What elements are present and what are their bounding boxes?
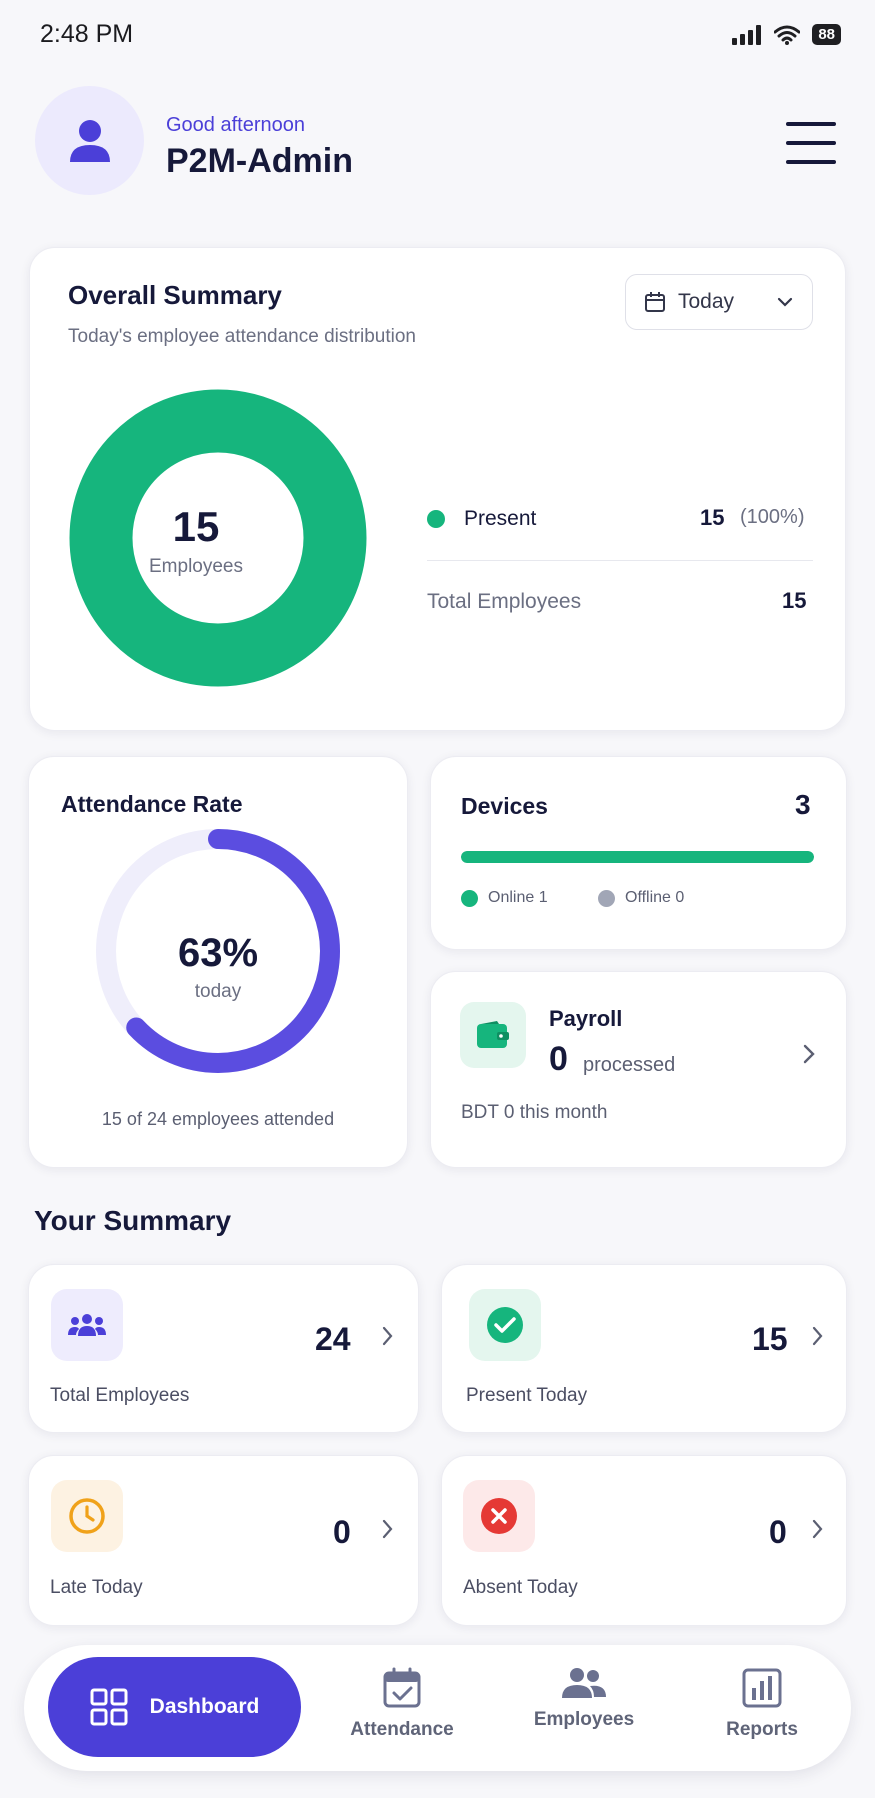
total-employees-label: Total Employees	[50, 1385, 190, 1406]
nav-reports-label: Reports	[726, 1719, 798, 1740]
overall-summary-subtitle: Today's employee attendance distribution	[68, 326, 416, 347]
devices-card[interactable]: Devices 3 Online 1 Offline 0	[430, 756, 847, 950]
devices-online-bar-fill	[461, 851, 814, 863]
chevron-right-icon	[803, 1044, 815, 1064]
late-today-icon-wrap	[51, 1480, 123, 1552]
people-icon	[68, 1314, 106, 1336]
bottom-nav: Dashboard Attendance Employees Reports	[24, 1645, 851, 1771]
overall-summary-card: Overall Summary Today's employee attenda…	[29, 247, 846, 731]
calendar-icon	[645, 292, 665, 312]
payroll-title: Payroll	[549, 1006, 623, 1031]
attendance-rate-title: Attendance Rate	[61, 791, 243, 817]
status-icons: 88	[732, 24, 841, 45]
nav-attendance[interactable]: Attendance	[327, 1667, 477, 1741]
your-summary-title: Your Summary	[34, 1205, 232, 1236]
nav-employees-label: Employees	[533, 1709, 635, 1730]
chevron-right-icon	[812, 1326, 823, 1346]
payroll-icon-wrap	[460, 1002, 526, 1068]
devices-count: 3	[795, 789, 811, 820]
hamburger-icon-line	[786, 141, 836, 145]
check-circle-icon	[487, 1307, 523, 1343]
total-employees-label: Total Employees	[427, 590, 582, 613]
greeting: Good afternoon	[166, 114, 305, 136]
status-time: 2:48 PM	[40, 20, 134, 48]
donut-center-label: Employees	[149, 556, 243, 577]
attendance-rate-value: 63%	[177, 931, 259, 975]
clock-icon	[69, 1498, 105, 1534]
late-today-card[interactable]: 0 Late Today	[28, 1455, 419, 1626]
late-today-value: 0	[333, 1514, 351, 1550]
chevron-right-icon	[812, 1519, 823, 1539]
date-filter-value: Today	[678, 290, 735, 313]
donut-center-value: 15	[172, 503, 220, 550]
payroll-card[interactable]: Payroll 0 processed BDT 0 this month	[430, 971, 847, 1168]
nav-dashboard-label: Dashboard	[149, 1695, 260, 1718]
date-filter-select[interactable]: Today	[625, 274, 813, 330]
late-today-label: Late Today	[50, 1577, 143, 1598]
avatar[interactable]	[35, 86, 144, 195]
rate-ring-progress	[96, 829, 340, 1073]
menu-button[interactable]	[786, 122, 836, 164]
overall-summary-title: Overall Summary	[68, 280, 282, 310]
hamburger-icon-line	[786, 122, 836, 126]
total-employees-card[interactable]: 24 Total Employees	[28, 1264, 419, 1433]
attendance-rate-sub: today	[194, 981, 242, 1002]
payroll-footer: BDT 0 this month	[461, 1102, 608, 1123]
absent-today-label: Absent Today	[463, 1577, 578, 1598]
payroll-count: 0	[549, 1040, 568, 1078]
nav-reports[interactable]: Reports	[687, 1667, 837, 1741]
battery-icon: 88	[812, 24, 841, 45]
wifi-icon	[774, 25, 801, 45]
present-percent: (100%)	[740, 506, 805, 528]
present-today-value: 15	[752, 1321, 788, 1357]
absent-today-value: 0	[769, 1514, 787, 1550]
calendar-check-icon	[383, 1667, 421, 1708]
online-legend: Online 1	[461, 889, 548, 907]
legend-divider	[427, 560, 813, 561]
nav-dashboard[interactable]: Dashboard	[48, 1657, 301, 1757]
chevron-right-icon	[382, 1519, 393, 1539]
wallet-icon	[477, 1021, 509, 1048]
devices-online-bar	[461, 851, 814, 863]
people-icon	[562, 1668, 606, 1698]
chevron-right-icon	[382, 1326, 393, 1346]
nav-attendance-label: Attendance	[350, 1719, 454, 1740]
bar-chart-icon	[742, 1668, 782, 1708]
x-circle-icon	[481, 1498, 517, 1534]
grid-icon	[90, 1688, 128, 1726]
payroll-count-label: processed	[583, 1054, 676, 1076]
hamburger-icon-line	[786, 160, 836, 164]
attendance-rate-footer: 15 of 24 employees attended	[101, 1109, 335, 1129]
offline-legend: Offline 0	[598, 889, 684, 907]
present-today-label: Present Today	[466, 1385, 588, 1406]
online-label: Online 1	[488, 889, 548, 906]
offline-label: Offline 0	[625, 889, 685, 906]
present-label: Present	[464, 507, 537, 530]
offline-dot	[598, 889, 615, 907]
attendance-rate-card: Attendance Rate 63% today 15 of 24 emplo…	[28, 756, 408, 1168]
signal-icon	[732, 24, 762, 45]
absent-today-card[interactable]: 0 Absent Today	[441, 1455, 847, 1626]
online-dot	[461, 889, 478, 907]
attendance-rate-ring	[96, 829, 340, 1073]
present-legend-dot	[427, 510, 445, 528]
username: P2M-Admin	[166, 142, 353, 180]
present-today-icon-wrap	[469, 1289, 541, 1361]
user-icon	[69, 119, 110, 162]
donut-present-segment	[69, 389, 367, 687]
present-today-card[interactable]: 15 Present Today	[441, 1264, 847, 1433]
devices-title: Devices	[461, 793, 548, 819]
total-employees-icon-wrap	[51, 1289, 123, 1361]
total-employees-value: 15	[782, 588, 807, 613]
total-employees-value: 24	[315, 1321, 351, 1357]
present-value: 15	[700, 505, 725, 530]
absent-today-icon-wrap	[463, 1480, 535, 1552]
nav-employees[interactable]: Employees	[509, 1667, 659, 1731]
chevron-down-icon	[777, 297, 793, 307]
attendance-distribution-donut	[69, 389, 367, 687]
